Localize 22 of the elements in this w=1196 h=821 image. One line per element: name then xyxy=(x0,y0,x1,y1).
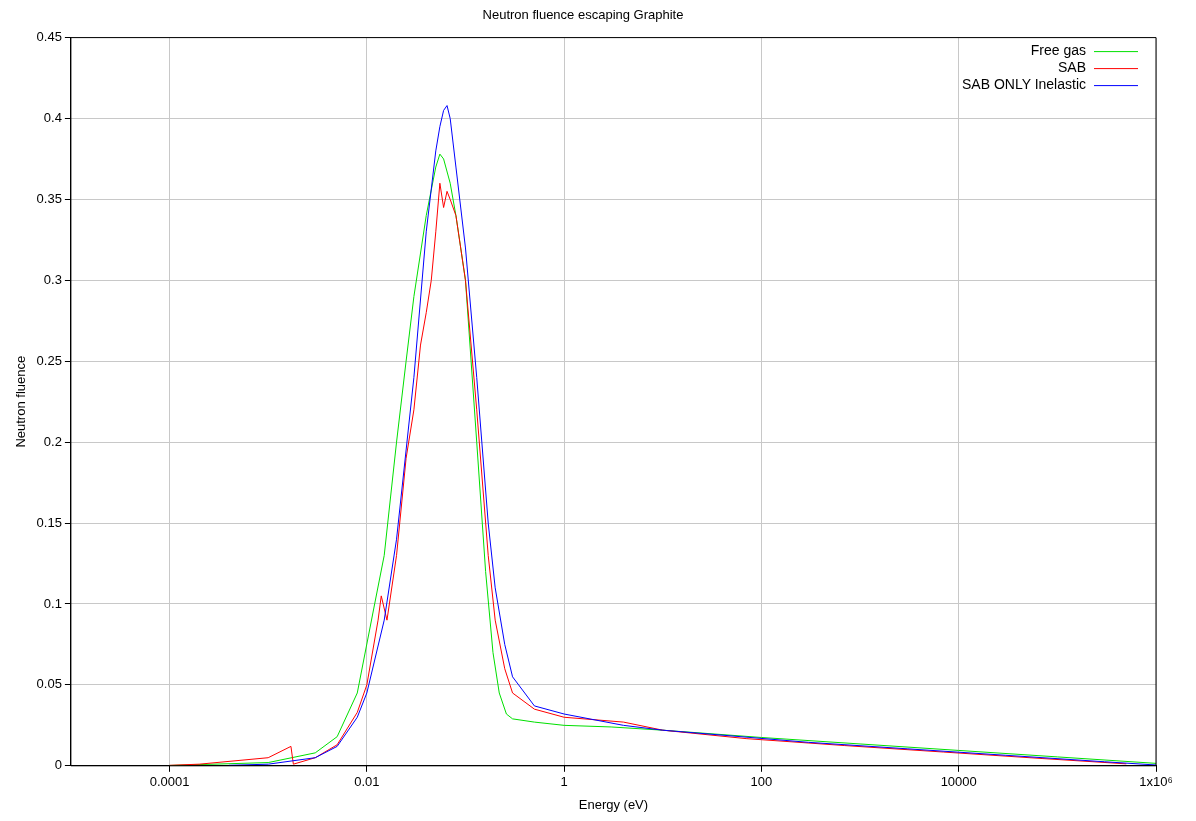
y-tick-label: 0.05 xyxy=(36,676,62,692)
y-tick-label: 0.3 xyxy=(43,271,62,287)
y-tick-label: 0 xyxy=(54,757,62,773)
legend-label: SAB xyxy=(1057,59,1086,76)
legend-label: SAB ONLY Inelastic xyxy=(962,76,1086,93)
y-tick-label: 0.45 xyxy=(36,29,62,45)
x-tick-label: 0.01 xyxy=(354,774,380,790)
x-tick-label: 1 xyxy=(560,774,568,790)
y-axis-title: Neutron fluence xyxy=(13,355,29,448)
y-tick-label: 0.4 xyxy=(43,110,62,126)
y-tick-label: 0.1 xyxy=(43,595,62,611)
y-tick-label: 0.2 xyxy=(43,433,62,449)
y-tick-label: 0.15 xyxy=(36,514,62,530)
x-tick-label: 10000 xyxy=(940,774,977,790)
x-tick-label: 1x10⁶ xyxy=(1139,774,1173,790)
x-tick-label: 100 xyxy=(750,774,773,790)
y-tick-label: 0.25 xyxy=(36,352,62,368)
legend-label: Free gas xyxy=(1030,42,1086,59)
x-tick-label: 0.0001 xyxy=(149,774,190,790)
x-axis-title: Energy (eV) xyxy=(578,796,649,812)
y-tick-label: 0.35 xyxy=(36,191,62,206)
chart-title: Neutron fluence escaping Graphite xyxy=(482,7,684,23)
